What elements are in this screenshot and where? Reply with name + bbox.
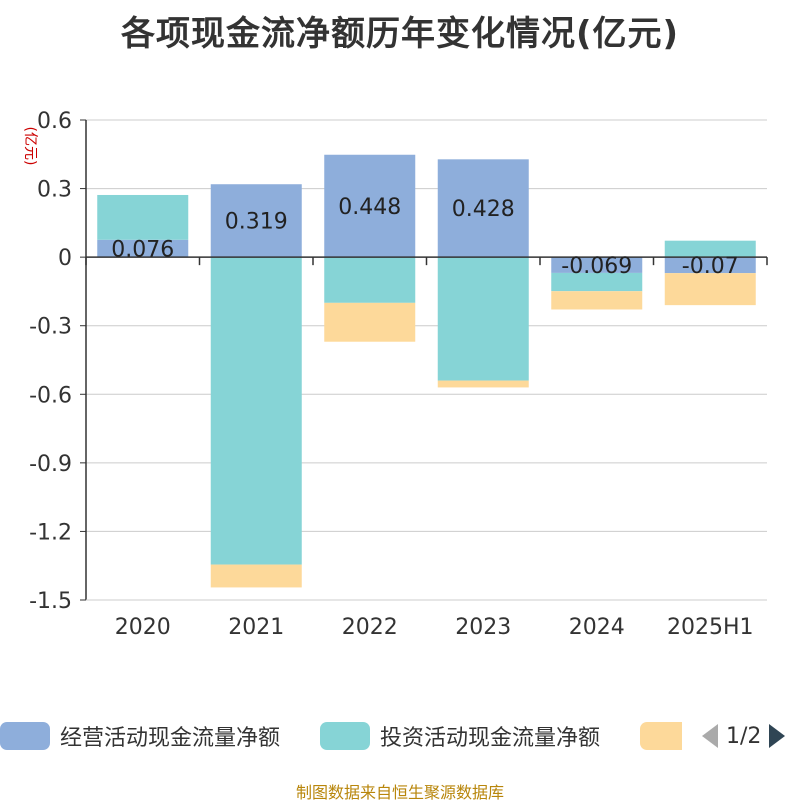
bar-2024-series-0[interactable] bbox=[551, 257, 643, 273]
bar-2021-series-0[interactable] bbox=[210, 184, 302, 258]
pager-text: 1/2 bbox=[726, 723, 762, 749]
y-tick-label: -0.3 bbox=[29, 315, 72, 340]
bar-2023-series-0[interactable] bbox=[437, 159, 529, 258]
bar-2020-series-1[interactable] bbox=[97, 194, 189, 240]
y-tick-label: 0 bbox=[58, 246, 72, 271]
legend-item-investing[interactable]: 投资活动现金流量净额 bbox=[320, 716, 600, 756]
bar-2022-series-0[interactable] bbox=[324, 154, 416, 258]
x-tick-label: 2022 bbox=[342, 615, 398, 640]
bar-2025H1-series-1[interactable] bbox=[664, 240, 756, 258]
bar-2025H1-series-0[interactable] bbox=[664, 257, 756, 274]
bar-2020-series-0[interactable] bbox=[97, 239, 189, 258]
axes: 0.6 0.3 0 -0.3 -0.6 -0.9 -1.2 -1.5 2020 2021 2022 2… bbox=[29, 109, 768, 640]
bar-2022-series-2[interactable] bbox=[324, 302, 416, 342]
legend-item-third[interactable] bbox=[640, 716, 682, 756]
data-label: 0.448 bbox=[338, 195, 401, 220]
legend: 经营活动现金流量净额 投资活动现金流量净额 1/2 bbox=[0, 716, 800, 756]
y-unit-label: (亿元) bbox=[22, 127, 38, 166]
data-label: 0.076 bbox=[111, 237, 174, 262]
legend-swatch bbox=[0, 722, 50, 750]
bars bbox=[97, 154, 756, 588]
x-tick-label: 2024 bbox=[569, 615, 625, 640]
bar-2022-series-1[interactable] bbox=[324, 257, 416, 303]
data-label: 0.428 bbox=[452, 197, 515, 222]
legend-item-operating[interactable]: 经营活动现金流量净额 bbox=[0, 716, 280, 756]
chart-title: 各项现金流净额历年变化情况(亿元) bbox=[120, 14, 680, 54]
data-labels: 0.076 0.319 0.448 0.428 -0.069 -0.07 bbox=[111, 195, 738, 279]
x-tick-label: 2021 bbox=[228, 615, 284, 640]
source-note: 制图数据来自恒生聚源数据库 bbox=[295, 783, 504, 802]
bar-2021-series-2[interactable] bbox=[210, 564, 302, 588]
bar-chart: 0.6 0.3 0 -0.3 -0.6 -0.9 -1.2 -1.5 2020 2021 2022 2… bbox=[22, 109, 768, 640]
bar-2024-series-2[interactable] bbox=[551, 291, 643, 310]
bar-2024-series-1[interactable] bbox=[551, 272, 643, 292]
x-tick-label: 2025H1 bbox=[667, 615, 754, 640]
y-tick-label: 0.3 bbox=[37, 178, 72, 203]
data-label: 0.319 bbox=[225, 210, 288, 235]
y-tick-label: -0.6 bbox=[29, 383, 72, 408]
y-tick-label: -0.9 bbox=[29, 452, 72, 477]
pager-next-icon[interactable] bbox=[767, 722, 787, 750]
x-tick-label: 2023 bbox=[455, 615, 511, 640]
bar-2023-series-2[interactable] bbox=[437, 380, 529, 388]
bar-2025H1-series-2[interactable] bbox=[664, 273, 756, 306]
legend-swatch bbox=[320, 722, 370, 750]
data-label: -0.069 bbox=[561, 254, 632, 279]
x-tick-label: 2020 bbox=[115, 615, 171, 640]
legend-label: 经营活动现金流量净额 bbox=[60, 726, 281, 751]
legend-swatch bbox=[640, 722, 682, 750]
y-tick-label: 0.6 bbox=[37, 109, 72, 134]
pager-prev-icon[interactable] bbox=[700, 722, 720, 750]
bar-2021-series-1[interactable] bbox=[210, 257, 302, 565]
grid-lines bbox=[86, 119, 767, 601]
y-tick-label: -1.5 bbox=[29, 589, 72, 614]
legend-label: 投资活动现金流量净额 bbox=[380, 726, 601, 751]
data-label: -0.07 bbox=[682, 254, 739, 279]
bar-2023-series-1[interactable] bbox=[437, 257, 529, 381]
y-tick-label: -1.2 bbox=[29, 520, 72, 545]
legend-pager: 1/2 bbox=[700, 716, 787, 756]
